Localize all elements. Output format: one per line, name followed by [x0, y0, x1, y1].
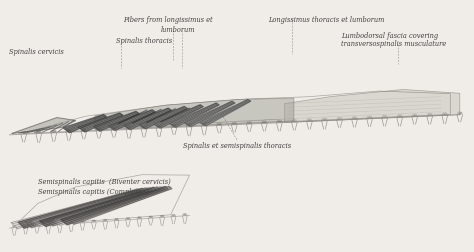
Circle shape: [160, 215, 164, 217]
Circle shape: [277, 120, 282, 122]
Polygon shape: [11, 189, 141, 229]
Circle shape: [82, 129, 86, 131]
Polygon shape: [169, 103, 219, 127]
Circle shape: [115, 218, 118, 220]
Text: transversospinalis musculature: transversospinalis musculature: [341, 40, 447, 48]
Circle shape: [397, 115, 402, 117]
Polygon shape: [12, 118, 76, 134]
Polygon shape: [78, 113, 123, 132]
Circle shape: [457, 112, 462, 114]
Circle shape: [157, 125, 162, 128]
Polygon shape: [284, 89, 460, 122]
Circle shape: [81, 221, 84, 223]
Circle shape: [187, 124, 191, 127]
Circle shape: [307, 119, 312, 121]
Circle shape: [247, 121, 252, 124]
Polygon shape: [63, 115, 107, 133]
Polygon shape: [124, 108, 172, 130]
Text: Fibers from longissimus et: Fibers from longissimus et: [123, 16, 213, 24]
Text: lumborum: lumborum: [161, 26, 195, 35]
Circle shape: [103, 219, 107, 221]
Polygon shape: [93, 111, 139, 131]
Circle shape: [202, 123, 207, 126]
Polygon shape: [200, 100, 251, 126]
Circle shape: [428, 113, 432, 116]
Polygon shape: [61, 187, 168, 225]
Circle shape: [36, 131, 41, 133]
Polygon shape: [32, 188, 153, 227]
Polygon shape: [18, 188, 145, 228]
Circle shape: [142, 126, 146, 129]
Circle shape: [172, 125, 176, 127]
Circle shape: [92, 220, 96, 222]
Polygon shape: [184, 101, 235, 127]
Polygon shape: [46, 187, 160, 226]
Circle shape: [292, 119, 297, 122]
Circle shape: [262, 121, 267, 123]
Circle shape: [232, 122, 237, 124]
Circle shape: [183, 213, 187, 215]
Polygon shape: [95, 98, 294, 130]
Circle shape: [58, 222, 62, 224]
Text: Longissimus thoracis et lumborum: Longissimus thoracis et lumborum: [268, 16, 384, 24]
Text: Spinalis et semispinalis thoracis: Spinalis et semispinalis thoracis: [183, 142, 291, 150]
Circle shape: [69, 222, 73, 224]
Circle shape: [126, 217, 130, 219]
Polygon shape: [109, 110, 155, 131]
Text: Semispinalis capitis  (Biventer cervicis): Semispinalis capitis (Biventer cervicis): [38, 178, 171, 186]
Circle shape: [66, 129, 71, 132]
Polygon shape: [139, 106, 187, 129]
Polygon shape: [39, 187, 156, 227]
Text: Spinalis cervicis: Spinalis cervicis: [9, 48, 64, 56]
Circle shape: [352, 117, 357, 119]
Polygon shape: [68, 186, 172, 224]
Circle shape: [337, 117, 342, 120]
Circle shape: [97, 128, 101, 131]
Circle shape: [322, 118, 327, 120]
Circle shape: [382, 115, 387, 118]
Circle shape: [51, 130, 56, 133]
Text: Lumbodorsal fascia covering: Lumbodorsal fascia covering: [341, 32, 438, 40]
Circle shape: [367, 116, 372, 118]
Circle shape: [172, 214, 175, 216]
Text: Semispinalis capitis (Complexus): Semispinalis capitis (Complexus): [38, 188, 149, 196]
Circle shape: [12, 226, 16, 228]
Circle shape: [111, 127, 116, 130]
Circle shape: [46, 223, 50, 225]
Circle shape: [35, 224, 39, 226]
Text: Spinalis thoracis: Spinalis thoracis: [116, 37, 172, 45]
Circle shape: [412, 114, 417, 116]
Circle shape: [21, 131, 26, 134]
Circle shape: [127, 127, 131, 129]
Circle shape: [149, 216, 153, 218]
Circle shape: [217, 123, 221, 125]
Polygon shape: [54, 187, 164, 225]
Polygon shape: [154, 105, 203, 128]
Polygon shape: [25, 188, 148, 228]
Circle shape: [442, 113, 447, 115]
Circle shape: [24, 225, 27, 227]
Circle shape: [137, 217, 141, 219]
